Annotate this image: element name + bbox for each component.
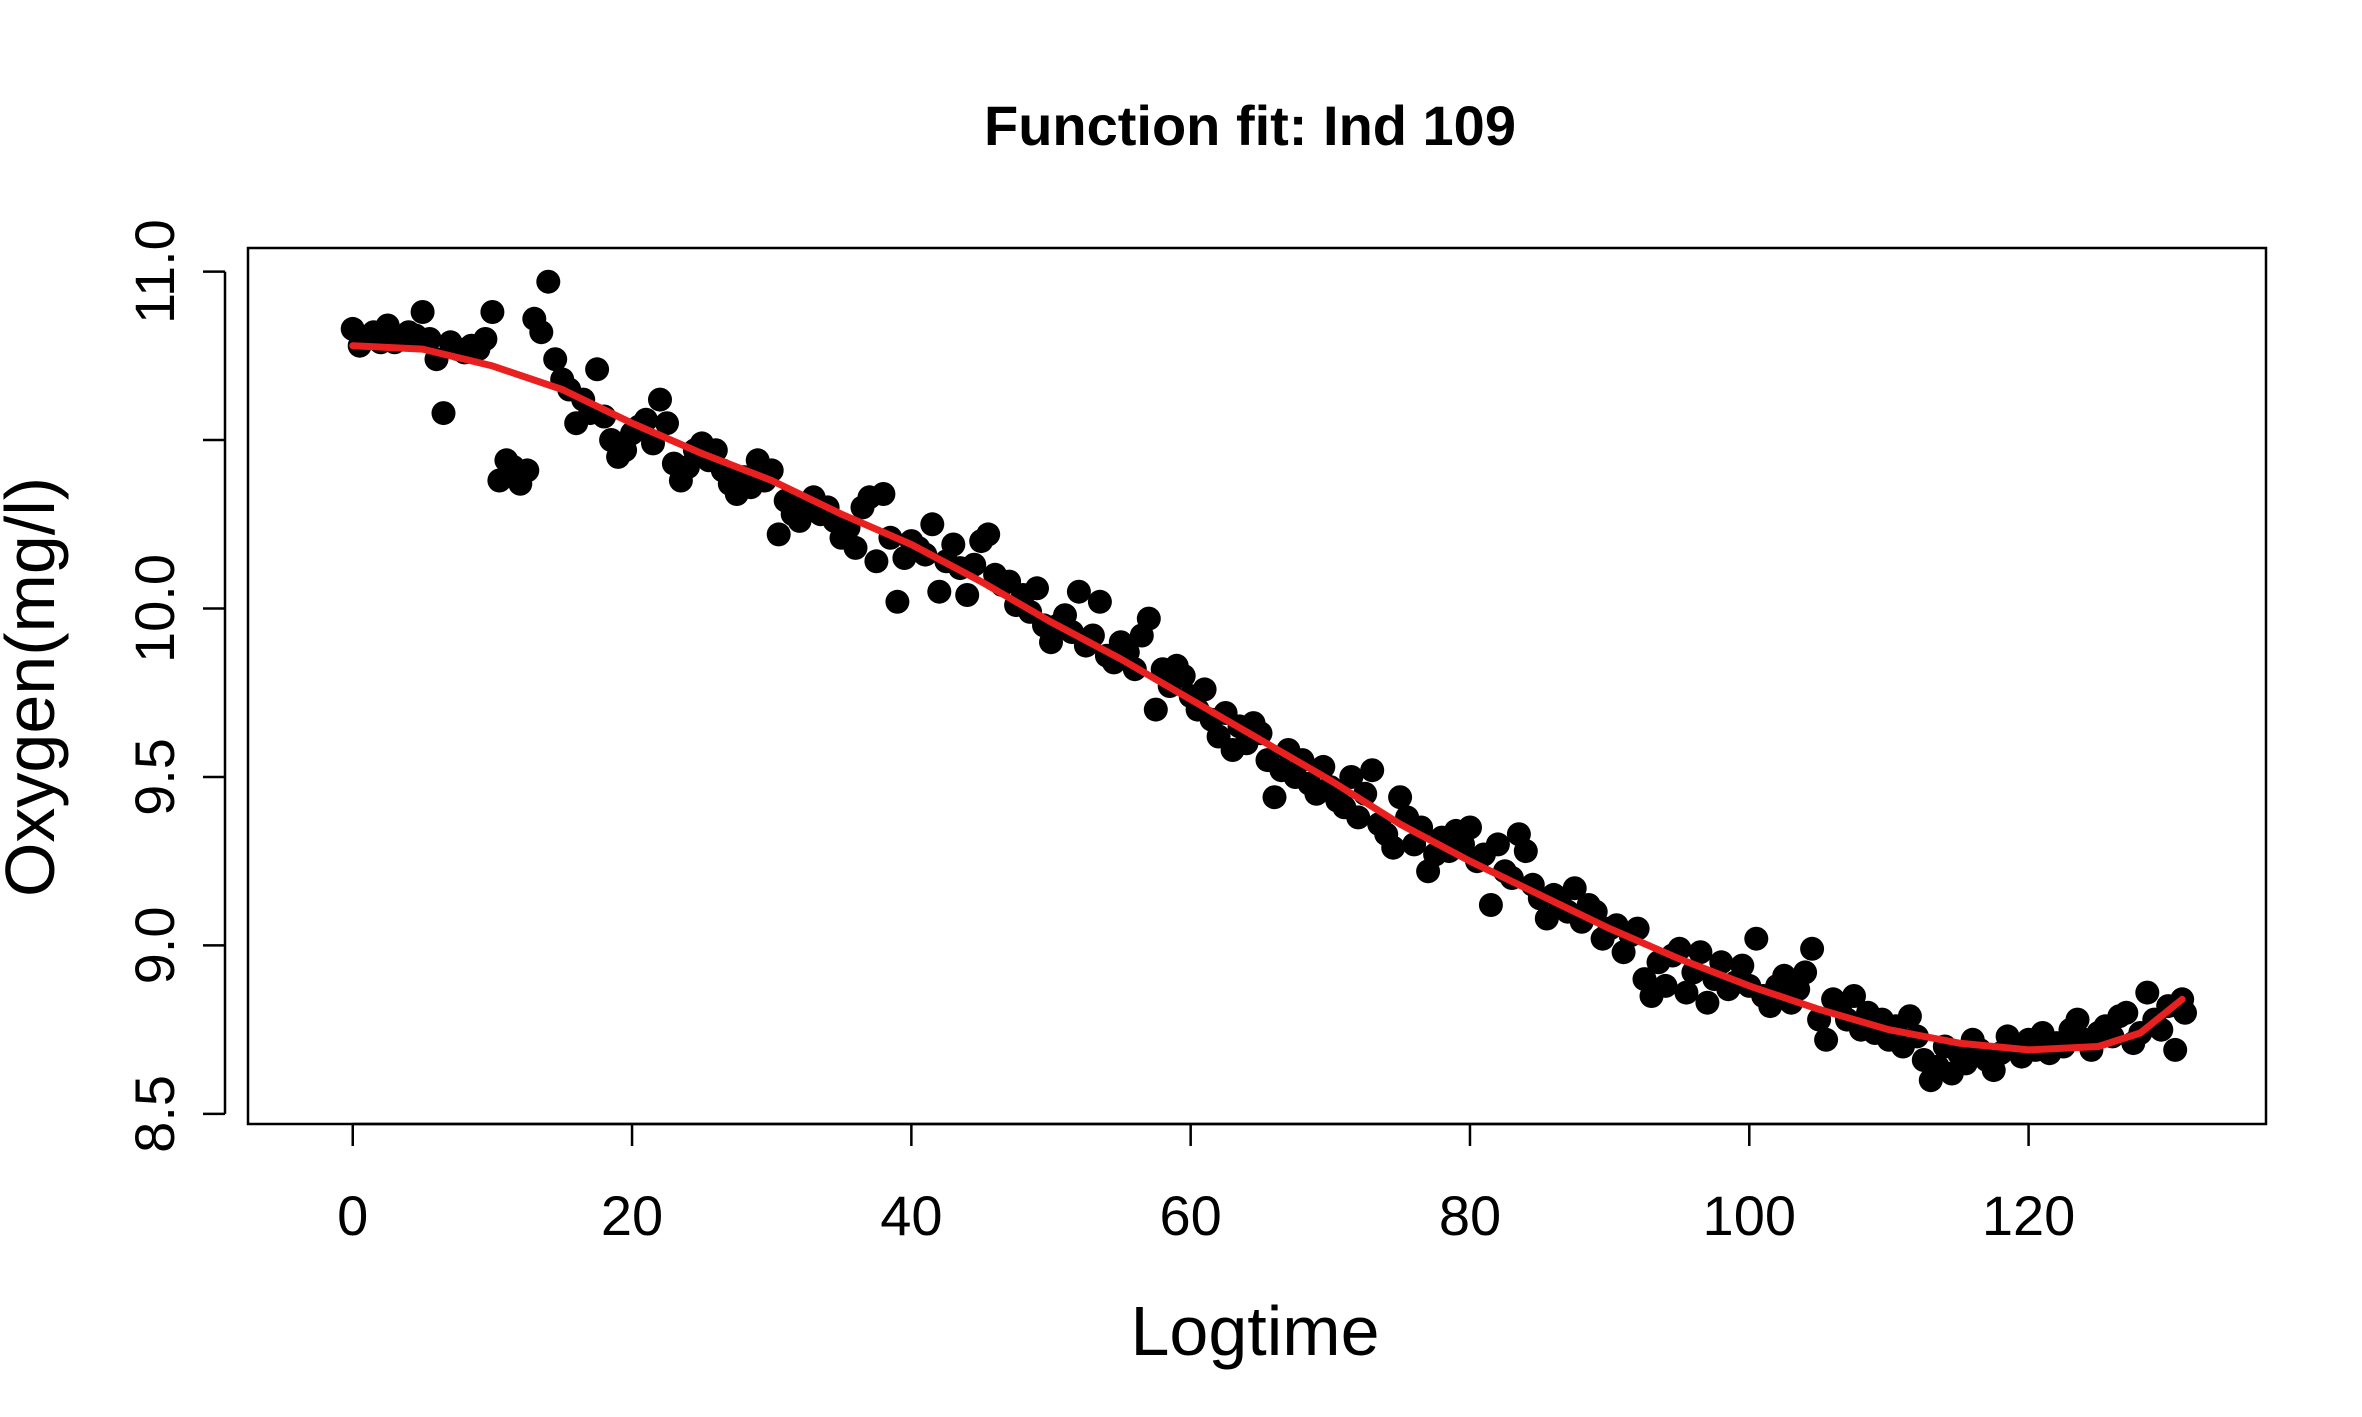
data-point: [1485, 832, 1510, 857]
y-tick-label: 9.0: [123, 907, 186, 985]
data-point: [1814, 1027, 1839, 1052]
data-point: [1744, 926, 1769, 951]
data-point: [1688, 940, 1713, 965]
x-tick-label: 0: [337, 1184, 368, 1247]
y-axis-label: Oxygen(mg/l): [0, 477, 69, 897]
data-point: [1674, 980, 1699, 1005]
data-point: [864, 549, 889, 574]
data-point: [1025, 576, 1049, 601]
x-tick-label: 120: [1982, 1184, 2075, 1247]
fit-curve: [349, 342, 2186, 1054]
data-point: [766, 522, 791, 547]
data-point: [1458, 815, 1482, 840]
data-point: [515, 458, 540, 483]
data-point: [1087, 589, 1112, 614]
data-point: [1339, 765, 1364, 789]
data-point: [1388, 785, 1413, 810]
data-point: [655, 411, 679, 436]
data-point: [1192, 677, 1217, 702]
data-point: [1793, 960, 1818, 985]
data-point: [1513, 839, 1538, 864]
data-point: [1562, 876, 1587, 901]
x-axis-label: Logtime: [1130, 1292, 1379, 1370]
data-point: [1758, 994, 1783, 1019]
data-point: [1478, 893, 1503, 917]
data-point: [473, 327, 498, 351]
data-point: [1066, 579, 1091, 604]
data-point: [1800, 936, 1825, 961]
y-axis: 8.5 9.0 9.5 10.0 11.0: [123, 219, 227, 1153]
data-point: [480, 300, 505, 324]
data-point: [927, 579, 952, 604]
data-point: [871, 482, 896, 506]
data-point: [1730, 953, 1755, 978]
y-tick-label: 10.0: [123, 554, 186, 663]
x-tick-label: 60: [1160, 1184, 1222, 1247]
data-points: [340, 269, 2197, 1093]
data-point: [955, 583, 980, 607]
data-point: [2135, 980, 2160, 1005]
data-point: [410, 300, 435, 324]
x-tick-label: 80: [1439, 1184, 1501, 1247]
x-tick-label: 20: [601, 1184, 663, 1247]
data-point: [1143, 697, 1168, 722]
x-axis: 0 20 40 60 80 100 120: [337, 1122, 2075, 1247]
data-point: [976, 522, 1001, 547]
data-point: [1136, 606, 1161, 631]
data-point: [529, 320, 554, 345]
data-point: [1381, 835, 1406, 860]
data-point: [1171, 663, 1196, 688]
chart-title: Function fit: Ind 109: [984, 94, 1516, 157]
data-point: [585, 357, 610, 382]
x-tick-label: 100: [1703, 1184, 1796, 1247]
data-point: [2114, 1000, 2139, 1025]
y-tick-label: 11.0: [123, 219, 186, 324]
data-point: [417, 327, 442, 351]
data-point: [1653, 973, 1678, 998]
data-point: [1709, 950, 1734, 975]
data-point: [2163, 1037, 2188, 1062]
y-tick-label: 9.5: [123, 738, 186, 816]
data-point: [536, 269, 561, 294]
data-point: [1695, 990, 1720, 1015]
data-point: [1897, 1004, 1922, 1029]
data-point: [962, 552, 987, 577]
data-point: [885, 589, 910, 614]
data-point: [1842, 984, 1866, 1008]
data-point: [843, 535, 868, 560]
y-tick-label: 8.5: [123, 1075, 186, 1153]
data-point: [1346, 805, 1371, 830]
data-point: [1360, 758, 1385, 783]
data-point: [2173, 1000, 2197, 1025]
data-point: [648, 387, 672, 412]
x-tick-label: 40: [880, 1184, 942, 1247]
data-point: [543, 347, 568, 372]
data-point: [431, 401, 456, 426]
data-point: [920, 512, 945, 537]
data-point: [2065, 1007, 2090, 1032]
data-point: [941, 532, 966, 557]
data-point: [1262, 785, 1287, 810]
